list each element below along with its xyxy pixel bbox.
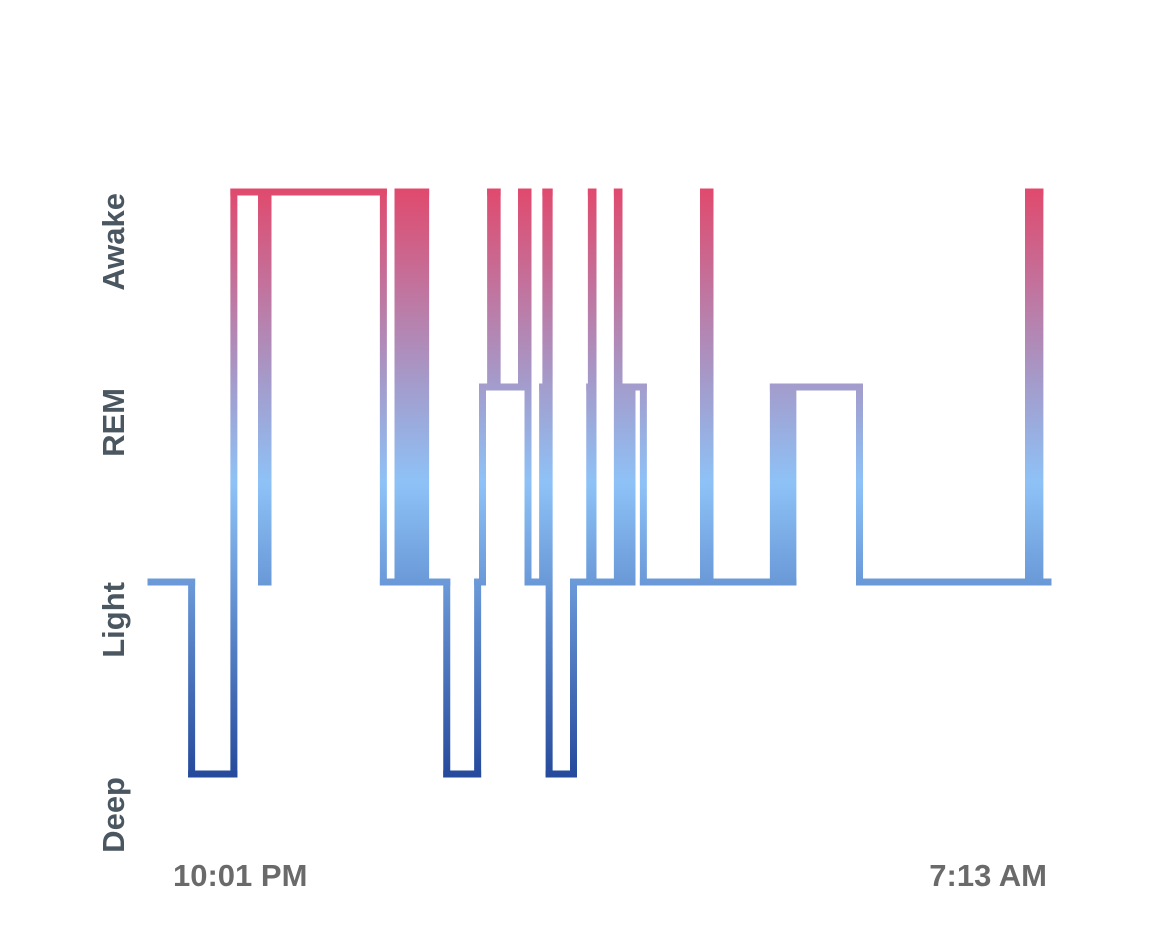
y-label-rem: REM	[96, 388, 131, 457]
y-label-light: Light	[96, 582, 131, 658]
y-label-deep: Deep	[96, 777, 131, 853]
y-axis-labels: Awake REM Light Deep	[96, 193, 131, 853]
y-label-awake: Awake	[96, 193, 131, 291]
x-label-end: 7:13 AM	[929, 858, 1047, 893]
plot-area	[147, 188, 1052, 778]
x-label-start: 10:01 PM	[173, 858, 307, 893]
x-axis-labels: 10:01 PM 7:13 AM	[173, 858, 1047, 893]
